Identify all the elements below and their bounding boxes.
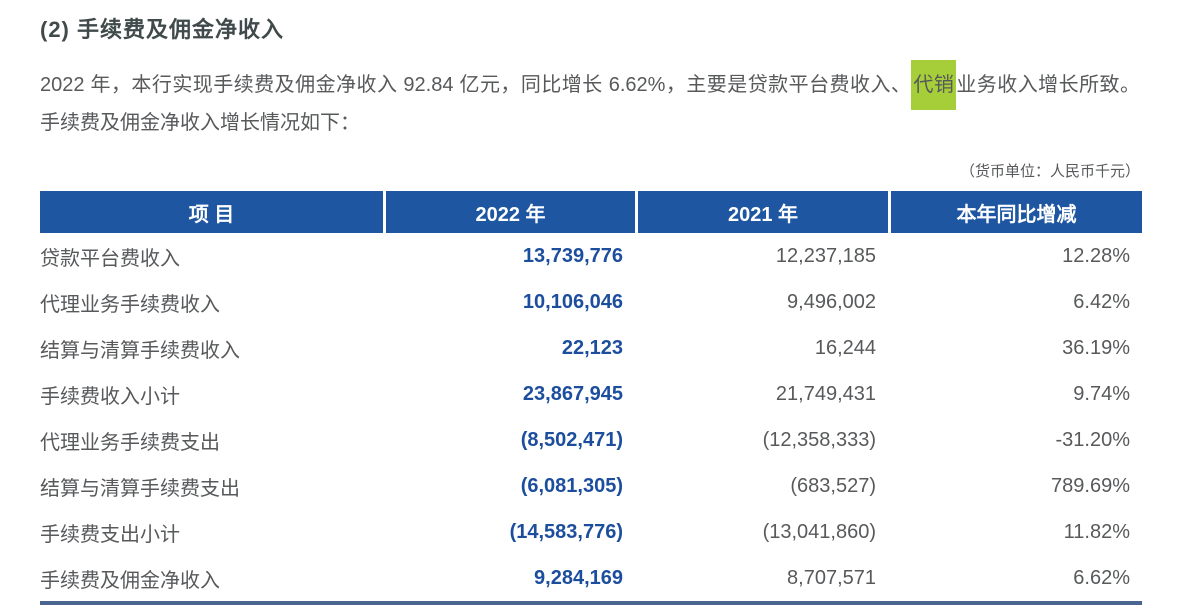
row-label: 代理业务手续费支出 (40, 431, 220, 454)
paragraph-text-after: 业务收入增长所致。 (956, 74, 1141, 96)
value-2022: (8,502,471) (520, 428, 623, 451)
highlighted-text: 代销 (911, 60, 957, 110)
value-change: 789.69% (1051, 474, 1130, 497)
row-label: 手续费支出小计 (40, 523, 180, 546)
row-label: 结算与清算手续费收入 (40, 339, 240, 362)
value-change: -31.20% (1055, 428, 1131, 451)
column-header-2: 2021 年 (635, 191, 888, 233)
fee-commission-table: 项 目 2022 年 2021 年本年同比增减 贷款平台费收入 13,739,776… (40, 191, 1142, 605)
table-row: 结算与清算手续费支出 (6,081,305) (683,527) 789.69% (40, 463, 1142, 509)
table-row: 贷款平台费收入 13,739,776 12,237,185 12.28% (40, 233, 1142, 279)
intro-paragraph: 2022 年，本行实现手续费及佣金净收入 92.84 亿元，同比增长 6.62%… (40, 60, 1141, 110)
value-2021: 12,237,185 (775, 244, 876, 267)
value-2021: (683,527) (790, 474, 876, 497)
value-2022: (6,081,305) (520, 474, 623, 497)
table-body: 贷款平台费收入 13,739,776 12,237,185 12.28% 代理业… (40, 233, 1142, 601)
row-label: 结算与清算手续费支出 (40, 477, 240, 500)
table-row: 结算与清算手续费收入 22,123 16,244 36.19% (40, 325, 1142, 371)
table-row: 手续费及佣金净收入 9,284,169 8,707,571 6.62% (40, 555, 1142, 601)
section-title: (2) 手续费及佣金净收入 (40, 17, 285, 42)
table-header-row: 项 目 2022 年 2021 年本年同比增减 (40, 191, 1142, 233)
column-header-3: 本年同比增减 (888, 191, 1142, 233)
table-row: 手续费收入小计 23,867,945 21,749,431 9.74% (40, 371, 1142, 417)
intro-paragraph-line2: 手续费及佣金净收入增长情况如下： (40, 112, 360, 134)
value-2022: 10,106,046 (522, 290, 623, 313)
value-change: 6.62% (1073, 566, 1130, 589)
value-change: 6.42% (1073, 290, 1130, 313)
row-label: 手续费及佣金净收入 (40, 569, 220, 592)
value-2021: (12,358,333) (762, 428, 876, 451)
value-change: 9.74% (1073, 382, 1130, 405)
value-change: 36.19% (1062, 336, 1130, 359)
value-2022: 9,284,169 (534, 566, 623, 589)
row-label: 手续费收入小计 (40, 385, 180, 408)
value-2022: 22,123 (561, 336, 623, 359)
table-row: 代理业务手续费支出 (8,502,471) (12,358,333) -31.2… (40, 417, 1142, 463)
value-2022: 23,867,945 (522, 382, 623, 405)
row-label: 代理业务手续费收入 (40, 293, 220, 316)
value-2022: (14,583,776) (509, 520, 623, 543)
paragraph-text-before: 2022 年，本行实现手续费及佣金净收入 92.84 亿元，同比增长 6.62%… (40, 74, 912, 96)
value-2021: 21,749,431 (775, 382, 876, 405)
column-header-1: 2022 年 (383, 191, 635, 233)
value-2021: 16,244 (814, 336, 876, 359)
row-label: 贷款平台费收入 (40, 247, 180, 270)
value-2022: 13,739,776 (522, 244, 623, 267)
value-2021: (13,041,860) (762, 520, 876, 543)
value-2021: 8,707,571 (787, 566, 876, 589)
currency-unit-note: （货币单位：人民币千元） (959, 163, 1140, 180)
value-change: 11.82% (1063, 520, 1130, 543)
table-row: 代理业务手续费收入 10,106,046 9,496,002 6.42% (40, 279, 1142, 325)
column-header-0: 项 目 (40, 191, 383, 233)
value-change: 12.28% (1062, 244, 1130, 267)
value-2021: 9,496,002 (787, 290, 876, 313)
table-row: 手续费支出小计 (14,583,776) (13,041,860) 11.82% (40, 509, 1142, 555)
table-header: 项 目 2022 年 2021 年本年同比增减 (40, 191, 1142, 233)
